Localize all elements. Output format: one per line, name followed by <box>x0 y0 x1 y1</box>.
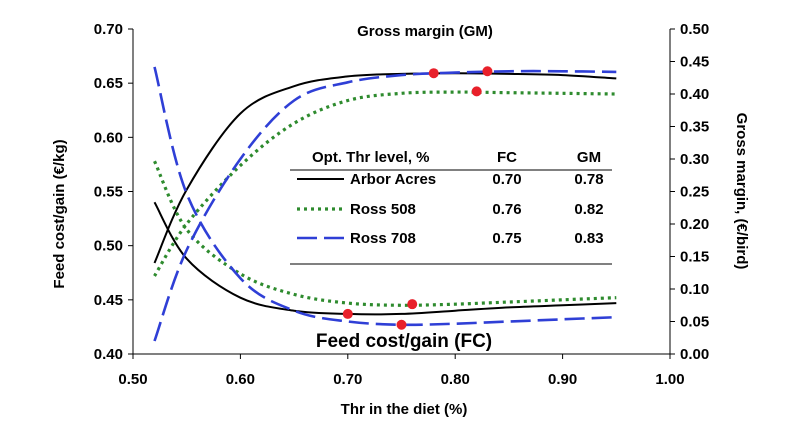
optimum-table: Opt. Thr level, % FC GM Arbor Acres 0.70 0… <box>290 140 620 265</box>
x-axis-title: Thr in the diet (%) <box>341 401 468 418</box>
y-left-tick-label: 0.60 <box>94 129 123 146</box>
y-right-tick-label: 0.30 <box>680 151 709 168</box>
gross-margin-annotation: Gross margin (GM) <box>357 23 493 40</box>
x-tick-label: 0.90 <box>548 371 577 388</box>
x-tick-label: 1.00 <box>655 371 684 388</box>
y-right-tick-label: 0.25 <box>680 184 709 201</box>
table-row-fc: 0.76 <box>492 201 521 218</box>
feed-cost-annotation: Feed cost/gain (FC) <box>316 331 492 352</box>
y-axis-left-title: Feed cost/gain (€/kg) <box>51 139 68 288</box>
table-row-gm: 0.78 <box>574 171 603 188</box>
table-row-name: Ross 708 <box>350 230 416 247</box>
y-left-tick-label: 0.55 <box>94 184 123 201</box>
y-axis-right: 0.00 0.05 0.10 0.15 0.20 0.25 0.30 0.35 0.40 0.45… <box>670 21 709 363</box>
arbor-acres-gm-line <box>153 72 617 264</box>
y-right-tick-label: 0.15 <box>680 249 709 266</box>
y-left-tick-label: 0.40 <box>94 346 123 363</box>
arbor-acres-gm-optimum-marker <box>428 68 439 79</box>
x-tick-label: 0.80 <box>441 371 470 388</box>
y-right-tick-label: 0.50 <box>680 21 709 38</box>
ross-708-gm-optimum-marker <box>482 66 493 77</box>
ross-508-gm-optimum-marker <box>471 86 482 97</box>
y-left-tick-label: 0.45 <box>94 292 123 309</box>
optimum-markers <box>342 66 493 330</box>
x-tick-label: 0.60 <box>226 371 255 388</box>
ross-708-fc-line <box>153 66 617 327</box>
table-header-fc: FC <box>497 149 517 166</box>
y-right-tick-label: 0.45 <box>680 54 709 71</box>
ross-508-fc-optimum-marker <box>407 299 418 310</box>
table-header-opt: Opt. Thr level, % <box>312 149 430 166</box>
ross-508-fc-line <box>153 160 617 307</box>
ross-708-fc-optimum-marker <box>396 319 407 330</box>
ross-508-gm-line <box>153 90 617 277</box>
table-row-gm: 0.83 <box>574 230 603 247</box>
arbor-acres-fc-optimum-marker <box>342 308 353 319</box>
table-row-fc: 0.75 <box>492 230 521 247</box>
table-background <box>290 140 620 264</box>
y-right-tick-label: 0.10 <box>680 281 709 298</box>
y-right-tick-label: 0.05 <box>680 314 709 331</box>
table-row-gm: 0.82 <box>574 201 603 218</box>
y-right-tick-label: 0.40 <box>680 86 709 103</box>
series-layer <box>153 66 617 342</box>
y-right-tick-label: 0.00 <box>680 346 709 363</box>
arbor-acres-fc-line <box>153 201 617 316</box>
table-row-name: Ross 508 <box>350 201 416 218</box>
table-row-name: Arbor Acres <box>350 171 436 188</box>
x-tick-label: 0.70 <box>333 371 362 388</box>
x-axis: 0.50 0.60 0.70 0.80 0.90 1.00 <box>118 354 685 388</box>
y-axis-left: 0.40 0.45 0.50 0.55 0.60 0.65 0.70 <box>94 21 133 363</box>
y-left-tick-label: 0.70 <box>94 21 123 38</box>
table-rows: Arbor Acres 0.70 0.78 Ross 508 0.76 0.82 Ross … <box>297 171 604 247</box>
x-tick-label: 0.50 <box>118 371 147 388</box>
table-header-gm: GM <box>577 149 601 166</box>
ross-708-gm-line <box>153 69 617 342</box>
y-left-tick-label: 0.65 <box>94 75 123 92</box>
y-left-tick-label: 0.50 <box>94 238 123 255</box>
y-right-tick-label: 0.35 <box>680 119 709 136</box>
y-axis-right-title: Gross margin, (€/bird) <box>733 113 750 270</box>
table-row-fc: 0.70 <box>492 171 521 188</box>
y-right-tick-label: 0.20 <box>680 216 709 233</box>
